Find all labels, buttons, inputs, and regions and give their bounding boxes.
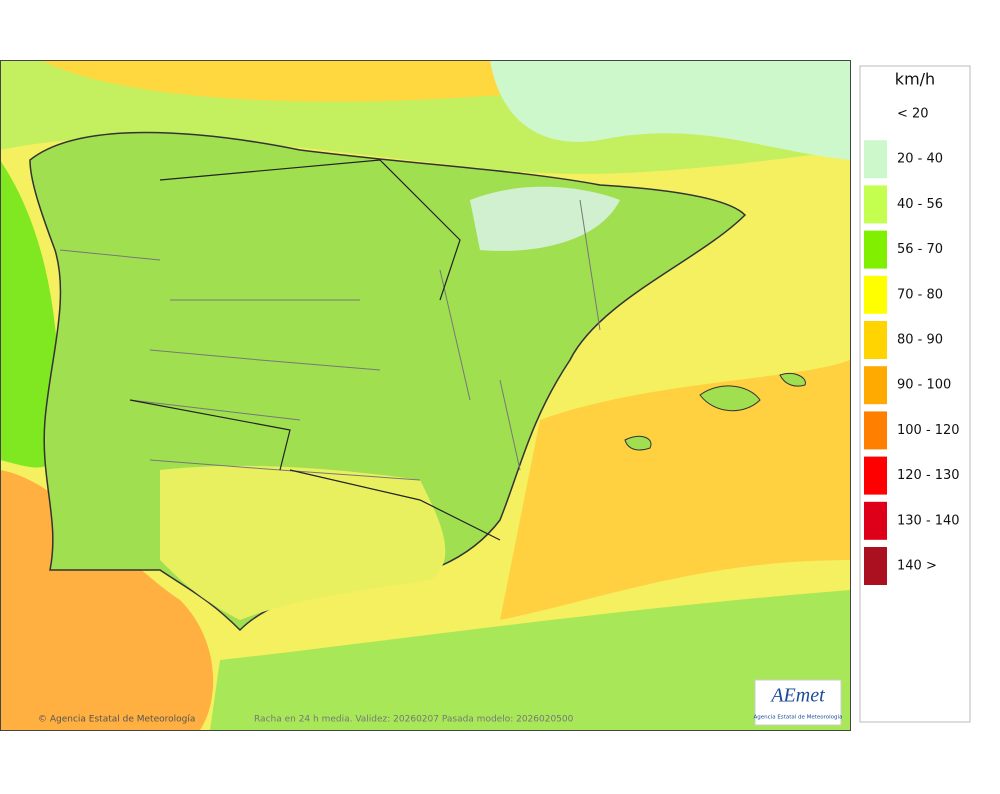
legend-label: 56 - 70	[897, 242, 943, 257]
caption: Racha en 24 h media. Validez: 20260207 P…	[254, 715, 574, 725]
legend-label: 40 - 56	[897, 197, 943, 212]
logo: AEmet Agencia Estatal de Meteorología	[754, 679, 843, 726]
legend: < 20 20 - 40 40 - 56 56 - 70 70 - 80 80 - 90 9…	[864, 95, 960, 585]
logo-subtitle: Agencia Estatal de Meteorología	[754, 714, 843, 721]
legend-swatch	[864, 95, 887, 133]
legend-swatch	[864, 501, 887, 540]
legend-swatch	[864, 456, 887, 495]
legend-label: 20 - 40	[897, 152, 943, 167]
legend-swatch	[864, 366, 887, 405]
legend-label: 70 - 80	[897, 287, 943, 302]
legend-label: 120 - 130	[897, 468, 960, 483]
attribution: © Agencia Estatal de Meteorología	[38, 715, 195, 725]
legend-label: 130 - 140	[897, 513, 960, 528]
logo-name: AEmet	[769, 685, 825, 707]
legend-swatch	[864, 411, 887, 450]
legend-label: < 20	[897, 107, 929, 122]
legend-swatch	[864, 321, 887, 359]
legend-title: km/h	[895, 70, 935, 89]
map-frame	[0, 60, 851, 731]
legend-swatch	[864, 547, 887, 585]
legend-swatch	[864, 230, 887, 269]
legend-label: 80 - 90	[897, 333, 943, 348]
legend-swatch	[864, 140, 887, 179]
legend-label: 140 >	[897, 559, 937, 574]
legend-label: 90 - 100	[897, 378, 951, 393]
map	[0, 60, 850, 730]
legend-label: 100 - 120	[897, 423, 960, 438]
legend-swatch	[864, 185, 887, 224]
legend-swatch	[864, 275, 887, 314]
